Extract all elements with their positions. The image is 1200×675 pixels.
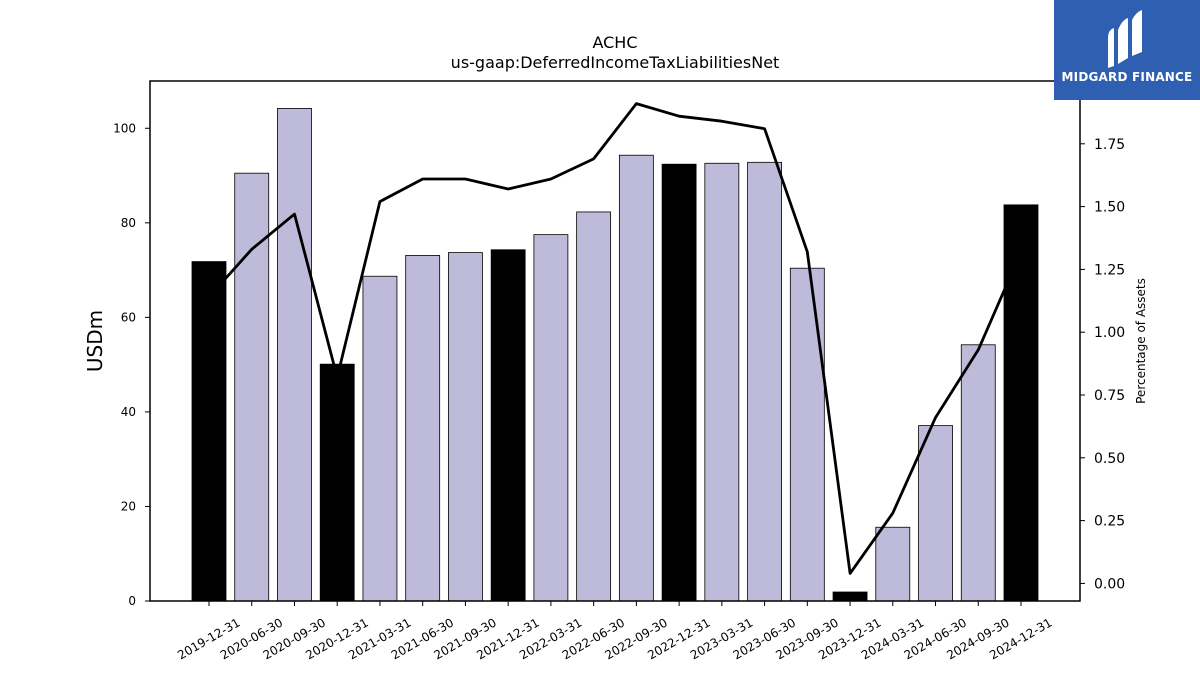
midgard-logo-icon (1108, 10, 1142, 68)
bar-2020-09-30 (277, 108, 312, 602)
y2-tick-label-1.50: 1.50 (1094, 200, 1125, 216)
bar-2022-03-31 (533, 234, 569, 602)
bar-2023-12-31 (832, 591, 868, 602)
y2-tick-label-0.25: 0.25 (1094, 514, 1125, 530)
y-tick-label-100: 100 (113, 121, 136, 135)
y2-tick-label-1.00: 1.00 (1094, 325, 1125, 341)
chart-subtitle: us-gaap:DeferredIncomeTaxLiabilitiesNet (451, 53, 780, 72)
x-axis: 2019-12-312020-06-302020-09-302020-12-31… (175, 601, 1055, 662)
bar-2022-12-31 (661, 163, 697, 602)
bar-2023-09-30 (789, 267, 825, 602)
bar-2022-06-30 (576, 211, 612, 602)
bar-2021-12-31 (490, 249, 526, 602)
logo: MIDGARD FINANCE (1054, 0, 1200, 100)
y-axis-label: USDm (83, 310, 107, 372)
y2-axis-label: Percentage of Assets (1134, 278, 1148, 404)
y-tick-label-80: 80 (121, 216, 136, 230)
chart-title: ACHC (592, 33, 637, 52)
y2-tick-label-0.00: 0.00 (1094, 576, 1125, 592)
y-tick-label-20: 20 (121, 499, 136, 513)
y-tick-label-60: 60 (121, 310, 136, 324)
bar-2019-12-31 (191, 261, 227, 602)
bar-2021-03-31 (362, 275, 398, 602)
y-tick-label-0: 0 (128, 594, 136, 608)
bar-2023-03-31 (704, 162, 740, 602)
line-group (207, 102, 1023, 575)
y2-tick-label-0.50: 0.50 (1094, 451, 1125, 467)
bar-2024-12-31 (1003, 204, 1039, 602)
left-axis: 0 20 40 60 80 100 (113, 121, 150, 608)
bar-2020-06-30 (234, 172, 270, 602)
bar-2024-09-30 (960, 344, 996, 602)
bar-2024-06-30 (918, 425, 953, 602)
bar-2022-09-30 (618, 154, 654, 602)
bar-group (191, 108, 1039, 602)
bar-2021-06-30 (405, 255, 441, 602)
y2-tick-label-0.75: 0.75 (1094, 388, 1125, 404)
y2-tick-label-1.25: 1.25 (1094, 262, 1125, 278)
line-percentage-of-assets (207, 102, 1023, 575)
plot-frame (149, 80, 1081, 602)
bar-2024-03-31 (875, 526, 911, 602)
bar-2021-09-30 (448, 252, 483, 602)
logo-text: MIDGARD FINANCE (1061, 70, 1193, 84)
y2-tick-label-1.75: 1.75 (1094, 137, 1125, 153)
y-tick-label-40: 40 (121, 405, 136, 419)
right-axis: 0.00 0.25 0.50 0.75 1.00 1.25 1.50 1.75 (1080, 137, 1125, 592)
bar-2023-06-30 (747, 161, 782, 602)
bar-2020-12-31 (319, 363, 355, 602)
